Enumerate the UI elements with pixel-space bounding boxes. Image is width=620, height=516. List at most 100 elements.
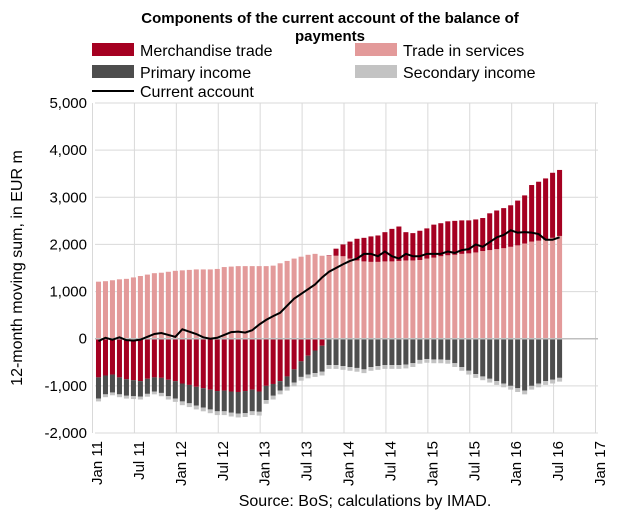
bar-services bbox=[137, 276, 143, 339]
bar-merchandise bbox=[305, 338, 311, 356]
bar-primary bbox=[389, 338, 395, 366]
bar-secondary bbox=[529, 385, 535, 390]
x-tick-labels: Jan 11 Jul 11 Jan 12 Jul 12 Jan 13 Jul 13 Jan … bbox=[89, 441, 609, 486]
bar-merchandise bbox=[347, 241, 353, 259]
bar-secondary bbox=[305, 374, 311, 379]
bar-primary bbox=[508, 338, 514, 386]
bar-merchandise bbox=[410, 233, 416, 261]
bar-secondary bbox=[235, 413, 241, 418]
bar-services bbox=[354, 260, 360, 339]
bar-primary bbox=[312, 350, 318, 374]
bar-primary bbox=[550, 338, 556, 380]
bar-services bbox=[396, 260, 402, 339]
bar-services bbox=[207, 269, 213, 339]
bar-secondary bbox=[123, 395, 129, 399]
bar-secondary bbox=[410, 363, 416, 367]
bar-services bbox=[144, 274, 150, 339]
bar-services bbox=[410, 260, 416, 339]
bar-primary bbox=[326, 338, 332, 366]
bar-secondary bbox=[403, 364, 409, 369]
legend-swatch-merchandise bbox=[92, 43, 134, 56]
bar-primary bbox=[242, 391, 248, 414]
bar-merchandise bbox=[193, 338, 199, 387]
bar-primary bbox=[410, 338, 416, 364]
bar-secondary bbox=[193, 405, 199, 410]
bar-merchandise bbox=[263, 338, 269, 386]
bar-primary bbox=[277, 381, 283, 391]
y-tick-label: -1,000 bbox=[44, 378, 87, 395]
bar-merchandise bbox=[270, 338, 276, 384]
bar-primary bbox=[333, 338, 339, 366]
y-axis-label: 12-month moving sum, in EUR m bbox=[9, 150, 26, 386]
bar-secondary bbox=[277, 390, 283, 395]
bar-secondary bbox=[256, 411, 262, 416]
bar-secondary bbox=[137, 396, 143, 400]
bar-primary bbox=[361, 338, 367, 370]
bar-primary bbox=[459, 338, 465, 367]
bar-secondary bbox=[508, 385, 514, 390]
y-tick-label: 0 bbox=[79, 331, 87, 348]
bar-secondary bbox=[312, 373, 318, 377]
bar-primary bbox=[235, 391, 241, 414]
bar-merchandise bbox=[389, 228, 395, 262]
bar-secondary bbox=[333, 365, 339, 369]
bar-merchandise bbox=[312, 338, 318, 351]
bar-merchandise bbox=[536, 181, 542, 241]
bar-primary bbox=[130, 380, 136, 397]
bar-secondary bbox=[165, 396, 171, 400]
y-tick-label: 3,000 bbox=[49, 189, 87, 206]
bar-primary bbox=[522, 338, 528, 391]
bar-merchandise bbox=[438, 223, 444, 257]
bar-secondary bbox=[200, 407, 206, 412]
y-tick-label: 5,000 bbox=[49, 95, 87, 112]
bar-secondary bbox=[438, 359, 444, 364]
bar-merchandise bbox=[291, 338, 297, 370]
bar-services bbox=[179, 270, 185, 339]
bar-secondary bbox=[158, 392, 164, 397]
bar-merchandise bbox=[214, 338, 220, 392]
bar-merchandise bbox=[403, 232, 409, 261]
bar-merchandise bbox=[165, 338, 171, 380]
bar-secondary bbox=[375, 366, 381, 370]
current-account-line bbox=[98, 229, 560, 342]
bar-merchandise bbox=[375, 235, 381, 262]
bar-secondary bbox=[473, 374, 479, 378]
bar-secondary bbox=[487, 378, 493, 383]
bar-merchandise bbox=[417, 230, 423, 260]
bar-secondary bbox=[179, 401, 185, 406]
bar-merchandise bbox=[473, 219, 479, 253]
bar-secondary bbox=[543, 381, 549, 385]
bar-primary bbox=[368, 338, 374, 367]
bar-primary bbox=[438, 338, 444, 360]
bar-secondary bbox=[361, 369, 367, 374]
bar-merchandise bbox=[466, 220, 472, 254]
bar-secondary bbox=[151, 391, 157, 395]
bar-services bbox=[438, 256, 444, 339]
bar-secondary bbox=[326, 365, 332, 369]
bar-merchandise bbox=[235, 338, 241, 392]
bar-secondary bbox=[515, 388, 521, 392]
bar-merchandise bbox=[529, 185, 535, 242]
bar-services bbox=[389, 261, 395, 339]
bar-secondary bbox=[340, 366, 346, 370]
bar-merchandise bbox=[452, 220, 458, 255]
bar-services bbox=[340, 256, 346, 339]
bar-services bbox=[417, 259, 423, 339]
bar-secondary bbox=[95, 398, 102, 402]
bar-primary bbox=[193, 386, 199, 406]
legend-swatch-services bbox=[355, 43, 397, 56]
bar-services bbox=[382, 261, 388, 339]
bar-merchandise bbox=[186, 338, 192, 385]
bar-merchandise bbox=[396, 226, 402, 261]
legend-swatch-primary bbox=[92, 65, 134, 78]
bar-services bbox=[305, 254, 311, 339]
bar-secondary bbox=[144, 393, 150, 397]
bar-merchandise bbox=[501, 208, 507, 249]
bar-merchandise bbox=[459, 220, 465, 254]
bar-services bbox=[116, 279, 122, 339]
bar-primary bbox=[249, 389, 255, 412]
bar-primary bbox=[452, 338, 458, 364]
legend-item-current: Current account bbox=[92, 84, 254, 101]
bar-merchandise bbox=[445, 221, 451, 256]
